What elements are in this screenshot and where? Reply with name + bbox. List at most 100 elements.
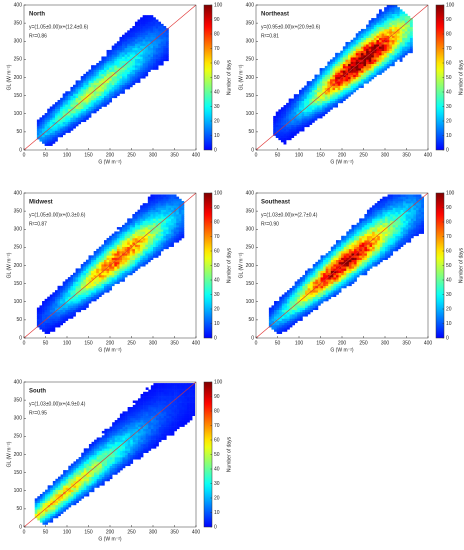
density-cell bbox=[62, 283, 66, 287]
density-cell bbox=[165, 240, 169, 243]
density-cell bbox=[62, 305, 66, 308]
density-cell bbox=[310, 274, 314, 278]
density-cell bbox=[78, 95, 82, 99]
density-cell bbox=[307, 303, 311, 306]
density-cell bbox=[389, 50, 393, 54]
density-cell bbox=[355, 85, 359, 88]
density-cell bbox=[350, 55, 354, 58]
density-cell bbox=[397, 242, 401, 245]
density-cell bbox=[366, 253, 370, 256]
density-cell bbox=[150, 205, 154, 208]
density-cell bbox=[137, 67, 141, 70]
density-cell bbox=[359, 229, 363, 232]
density-cell bbox=[129, 34, 133, 38]
density-cell bbox=[397, 18, 400, 21]
density-cell bbox=[163, 240, 167, 243]
density-cell bbox=[70, 294, 74, 297]
density-cell bbox=[119, 54, 123, 57]
density-cell bbox=[353, 39, 357, 43]
density-cell bbox=[386, 50, 390, 54]
density-cell bbox=[294, 320, 298, 324]
density-cell bbox=[88, 104, 92, 107]
density-cell bbox=[390, 242, 394, 245]
density-cell bbox=[142, 209, 146, 213]
density-cell bbox=[142, 54, 146, 57]
density-cell bbox=[397, 194, 401, 197]
density-cell bbox=[168, 209, 172, 213]
density-cell bbox=[294, 307, 298, 311]
density-cell bbox=[153, 246, 156, 250]
density-cell bbox=[360, 63, 364, 67]
density-cell bbox=[181, 216, 185, 219]
density-cell bbox=[368, 46, 372, 49]
density-cell bbox=[137, 242, 141, 245]
density-cell bbox=[343, 283, 347, 287]
density-cell bbox=[52, 121, 56, 125]
density-cell bbox=[158, 220, 162, 224]
density-cell bbox=[394, 5, 398, 8]
density-cell bbox=[310, 305, 314, 308]
density-cell bbox=[124, 222, 128, 226]
density-cell bbox=[268, 314, 272, 317]
density-cell bbox=[153, 41, 156, 44]
density-cell bbox=[368, 76, 372, 80]
density-cell bbox=[106, 253, 110, 256]
density-cell bbox=[124, 71, 128, 75]
x-tick-label: 200 bbox=[106, 340, 115, 346]
density-cell bbox=[332, 63, 336, 67]
density-cell bbox=[116, 281, 120, 284]
density-cell bbox=[62, 296, 66, 300]
density-cell bbox=[39, 307, 43, 311]
density-cell bbox=[328, 285, 332, 289]
density-cell bbox=[39, 121, 43, 125]
density-cell bbox=[366, 235, 370, 239]
density-cell bbox=[364, 259, 368, 263]
density-cell bbox=[96, 296, 100, 300]
density-cell bbox=[85, 268, 89, 271]
density-cell bbox=[85, 264, 89, 267]
density-cell bbox=[140, 240, 143, 243]
density-cell bbox=[348, 261, 352, 265]
density-cell bbox=[378, 50, 382, 54]
density-cell bbox=[297, 287, 301, 291]
density-cell bbox=[356, 272, 360, 276]
density-cell bbox=[155, 30, 159, 33]
density-cell bbox=[111, 86, 115, 90]
density-cell bbox=[346, 279, 350, 282]
density-cell bbox=[369, 229, 373, 232]
density-cell bbox=[173, 233, 177, 237]
density-cell bbox=[320, 264, 324, 267]
density-cell bbox=[140, 47, 143, 51]
colorbar-label: Number of days bbox=[458, 59, 464, 95]
density-cell bbox=[103, 99, 107, 103]
density-cell bbox=[340, 55, 344, 58]
density-cell bbox=[140, 255, 143, 258]
density-cell bbox=[387, 227, 391, 230]
density-cell bbox=[62, 301, 66, 304]
density-cell bbox=[329, 89, 333, 93]
density-cell bbox=[346, 235, 350, 239]
density-cell bbox=[153, 60, 156, 64]
density-cell bbox=[134, 253, 138, 256]
density-cell bbox=[293, 122, 297, 125]
density-cell bbox=[116, 233, 120, 237]
density-cell bbox=[293, 133, 297, 136]
density-cell bbox=[305, 309, 308, 313]
density-cell bbox=[324, 100, 328, 104]
density-cell bbox=[342, 63, 346, 67]
density-cell bbox=[147, 257, 151, 260]
density-cell bbox=[158, 218, 162, 221]
density-cell bbox=[404, 37, 408, 41]
density-cell bbox=[103, 242, 107, 245]
density-cell bbox=[129, 222, 133, 226]
density-cell bbox=[42, 123, 45, 127]
density-cell bbox=[36, 119, 40, 123]
density-cell bbox=[317, 89, 320, 93]
density-cell bbox=[93, 93, 97, 96]
density-cell bbox=[155, 28, 159, 31]
density-cell bbox=[379, 257, 383, 260]
density-cell bbox=[65, 126, 69, 129]
density-cell bbox=[85, 71, 89, 75]
density-cell bbox=[65, 307, 69, 311]
density-cell bbox=[67, 305, 71, 308]
